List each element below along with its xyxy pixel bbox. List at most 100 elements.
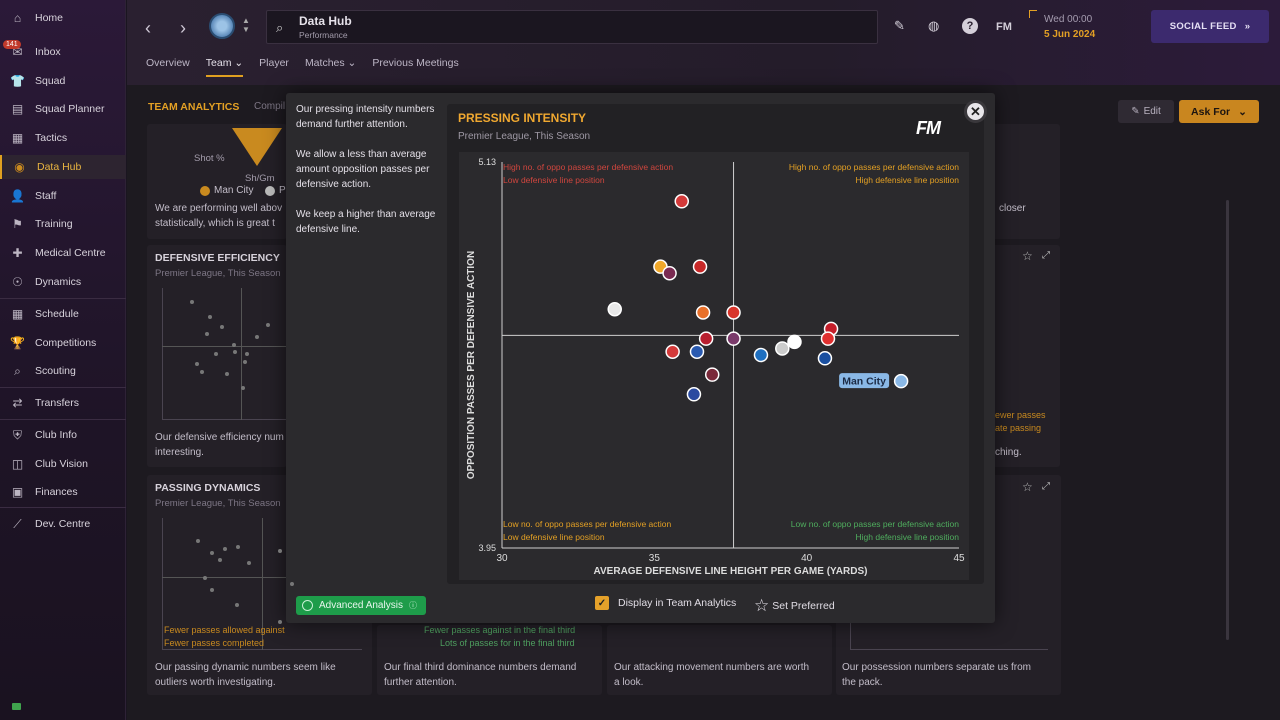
star-icon[interactable]: ☆ [1022, 480, 1033, 494]
tab-player[interactable]: Player [259, 57, 289, 69]
sidebar-item-schedule[interactable]: ▦ Schedule [0, 302, 126, 326]
team-badge-point [692, 259, 708, 274]
highlight-team-label: Man City [842, 376, 886, 388]
data-hub-icon: ◉ [14, 160, 25, 174]
quadrant-br-line1: Low no. of oppo passes per defensive act… [791, 519, 959, 529]
star-icon-2[interactable]: ☆ [1022, 249, 1033, 263]
sidebar-item-label: Schedule [35, 308, 79, 320]
mini-dot [190, 300, 194, 304]
plot-area [459, 152, 969, 580]
medical-icon: ✚ [12, 246, 23, 260]
forward-arrow-icon[interactable]: › [180, 18, 186, 38]
edit-button[interactable]: ✎ Edit [1118, 100, 1174, 123]
close-button[interactable]: ✕ [964, 100, 987, 123]
sidebar-item-label: Home [35, 12, 64, 24]
card-attacking-movement[interactable] [607, 625, 832, 695]
set-preferred-button[interactable]: ☆ Set Preferred [754, 596, 835, 616]
club-switch-icon[interactable]: ▲ ▼ [242, 16, 250, 34]
mini-dot [278, 549, 282, 553]
x-tick-label: 35 [649, 553, 661, 564]
sidebar-item-squad[interactable]: 👕 Squad [0, 69, 126, 93]
right-q1: ewer passes [995, 410, 1046, 420]
def-text-1: Our defensive efficiency num [155, 432, 284, 443]
search-box[interactable]: ⌕ Data Hub Performance [266, 10, 878, 44]
sidebar-item-finances[interactable]: ▣ Finances [0, 480, 126, 504]
tab-team[interactable]: Team ⌄ [205, 57, 244, 77]
sidebar-divider [0, 507, 126, 508]
help-icon[interactable]: ? [962, 18, 978, 34]
sidebar-item-label: Tactics [35, 132, 68, 144]
tab-matches[interactable]: Matches ⌄ [304, 57, 357, 69]
quadrant-br-line2: High defensive line position [856, 532, 960, 542]
card-final-third[interactable] [377, 625, 602, 695]
pass-title: PASSING DYNAMICS [155, 482, 261, 494]
sidebar-item-squad-planner[interactable]: ▤ Squad Planner [0, 97, 126, 121]
mini-dot [208, 315, 212, 319]
sidebar-divider [0, 298, 126, 299]
sidebar-item-dev-centre[interactable]: ⟋ Dev. Centre [0, 512, 126, 536]
advanced-analysis-button[interactable]: Advanced Analysis ⓘ [296, 596, 426, 615]
team-badge-point [665, 344, 680, 359]
mini-dot [266, 323, 270, 327]
club-crest-icon[interactable] [209, 13, 235, 39]
mini-dot [233, 350, 237, 354]
def-mini-hline [162, 346, 286, 347]
team-badge-point [726, 331, 741, 346]
tab-overview[interactable]: Overview [146, 57, 190, 69]
team-badge-point [893, 373, 909, 389]
sidebar-item-transfers[interactable]: ⇄ Transfers [0, 391, 126, 415]
sidebar-item-staff[interactable]: 👤 Staff [0, 184, 126, 208]
quadrant-tr-line2: High defensive line position [856, 175, 960, 185]
social-feed-button[interactable]: SOCIAL FEED » [1151, 10, 1269, 43]
sidebar-item-medical-centre[interactable]: ✚ Medical Centre [0, 241, 126, 265]
pencil-icon: ✎ [1131, 106, 1140, 117]
right-text-2: ching. [995, 447, 1022, 458]
sidebar-item-label: Squad [35, 75, 66, 87]
expand-icon[interactable]: ⤢ [1042, 481, 1050, 492]
back-arrow-icon[interactable]: ‹ [145, 18, 151, 38]
sidebar-item-data-hub[interactable]: ◉ Data Hub [0, 155, 126, 179]
sidebar-item-scouting[interactable]: ⌕ Scouting [0, 359, 126, 383]
sidebar-item-label: Medical Centre [35, 247, 106, 259]
sidebar-item-training[interactable]: ⚑ Training [0, 212, 126, 236]
sidebar-item-club-info[interactable]: ⛨ Club Info [0, 423, 126, 447]
game-date[interactable]: Wed 00:00 5 Jun 2024 [1044, 14, 1095, 40]
expand-icon-2[interactable]: ⤢ [1042, 250, 1050, 261]
schedule-icon: ▦ [11, 307, 24, 321]
card-right-mid[interactable] [990, 245, 1060, 467]
section-subtitle: Compil [254, 101, 286, 112]
sidebar-item-inbox[interactable]: ✉ Inbox [0, 40, 126, 64]
quadrant-tr-line1: High no. of oppo passes per defensive ac… [789, 162, 959, 172]
team-badge-point [695, 305, 711, 320]
sidebar-item-tactics[interactable]: ▦ Tactics [0, 126, 126, 150]
sidebar-item-dynamics[interactable]: ☉ Dynamics [0, 270, 126, 294]
tab-previous-meetings[interactable]: Previous Meetings [372, 57, 459, 69]
analysis-text: Our pressing intensity numbers demand fu… [296, 102, 444, 252]
right-q2: ate passing [995, 423, 1042, 433]
pass-text-2: outliers worth investigating. [155, 677, 276, 688]
sidebar-item-competitions[interactable]: 🏆 Competitions [0, 331, 126, 355]
mini-dot [278, 620, 282, 624]
ask-for-button[interactable]: Ask For ⌄ [1179, 100, 1259, 123]
dev-centre-icon: ⟋ [13, 516, 22, 531]
sidebar-divider [0, 387, 126, 388]
highlight-label-bg [839, 373, 890, 389]
social-feed-label: SOCIAL FEED [1169, 21, 1237, 32]
display-in-analytics-checkbox[interactable]: ✓ Display in Team Analytics [595, 596, 736, 610]
card-defensive-efficiency[interactable] [147, 245, 287, 467]
scrollbar[interactable] [1226, 200, 1229, 640]
globe-icon[interactable]: ◍ [928, 18, 940, 33]
finances-icon: ▣ [11, 485, 24, 499]
sidebar-item-club-vision[interactable]: ◫ Club Vision [0, 452, 126, 476]
inbox-icon: ✉ [12, 45, 23, 59]
sidebar-divider [0, 419, 126, 420]
fm-menu-icon[interactable]: FM [996, 21, 1012, 33]
sidebar-item-label: Dynamics [35, 276, 82, 288]
pencil-icon[interactable]: ✎ [894, 18, 905, 33]
quadrant-tl-line1: High no. of oppo passes per defensive ac… [503, 162, 673, 172]
team-badge-point [662, 265, 677, 281]
legend-a-label: Man City [214, 185, 254, 196]
card-right-top[interactable] [990, 124, 1060, 239]
status-icon [12, 703, 21, 710]
sidebar-item-home[interactable]: ⌂ Home [0, 6, 126, 30]
